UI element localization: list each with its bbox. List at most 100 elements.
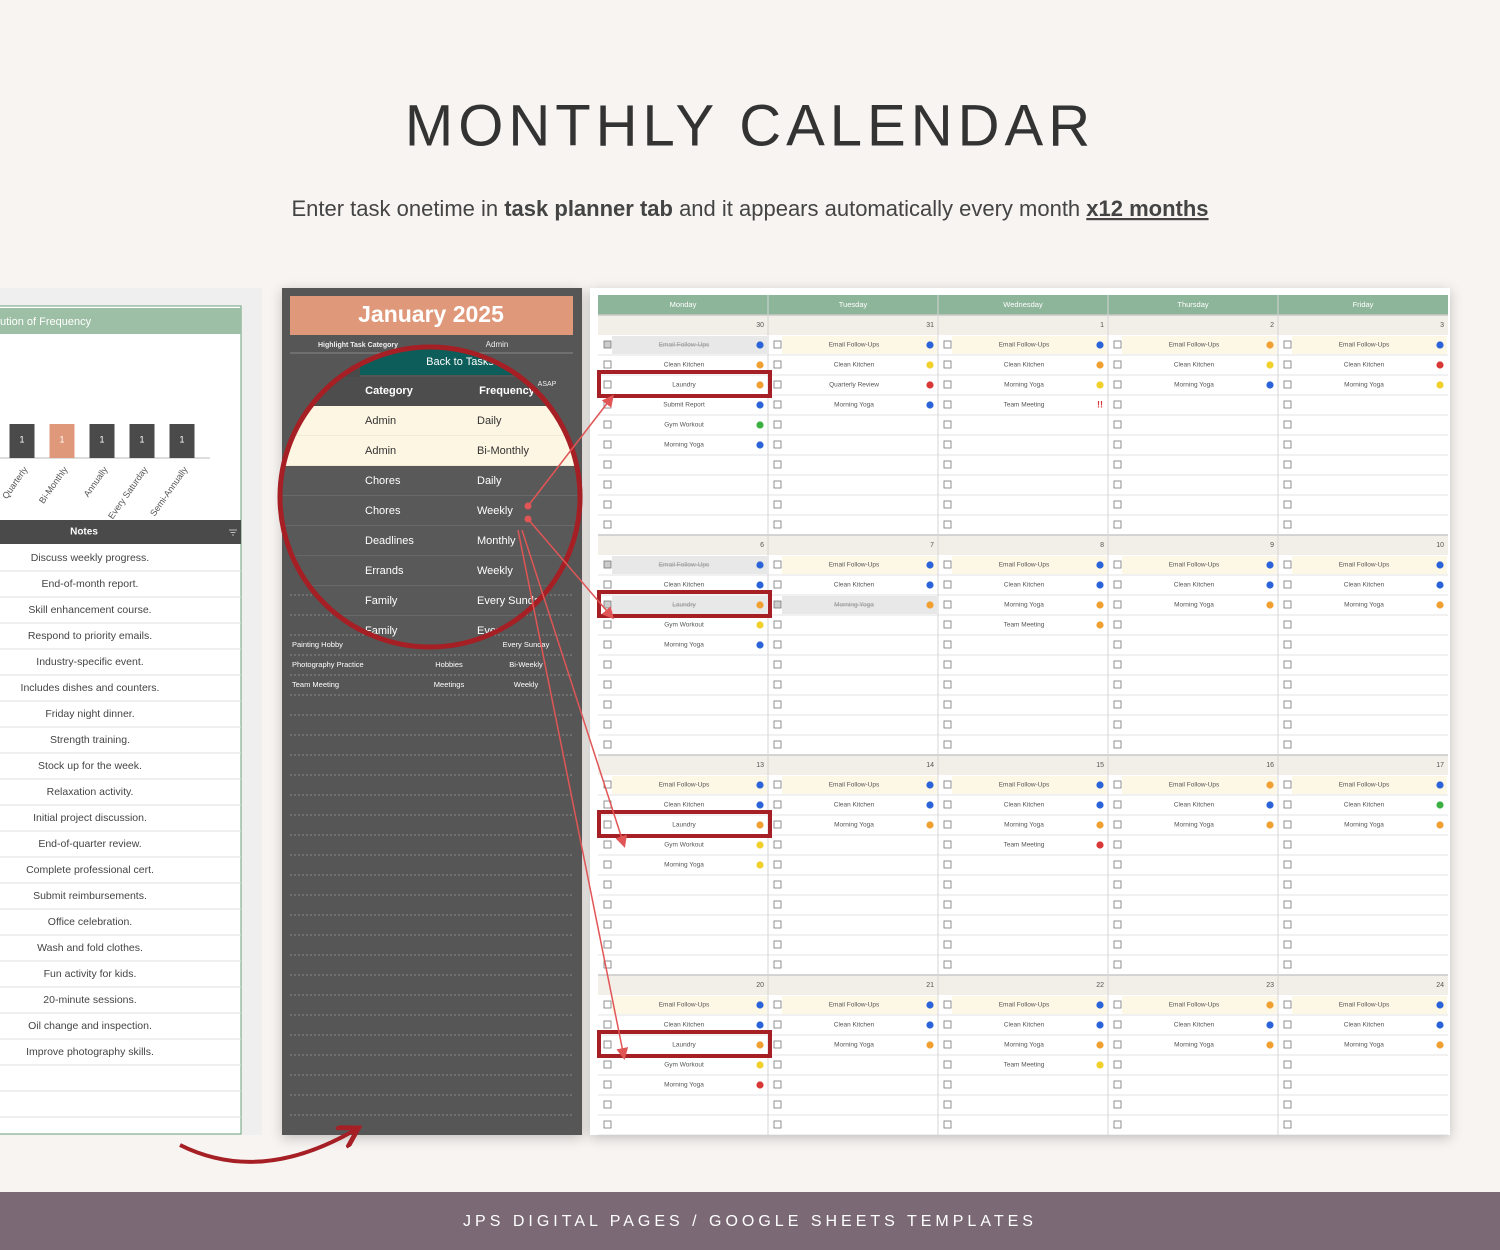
task-cell — [1292, 376, 1447, 394]
task-cell — [782, 396, 937, 414]
planner-title-box — [290, 296, 573, 335]
task-name: Clean Kitchen — [1344, 362, 1385, 369]
task-cell — [782, 596, 937, 614]
checkbox — [943, 840, 952, 849]
task-name: Clean Kitchen — [834, 802, 875, 809]
date-row — [598, 315, 1448, 335]
footer-bar — [0, 1192, 1500, 1250]
checkbox — [943, 520, 952, 529]
task-name: Email Follow-Ups — [1169, 562, 1220, 569]
task-cell — [952, 376, 1107, 394]
checkbox — [773, 660, 782, 669]
filter-label: Highlight Task Category — [318, 342, 398, 349]
note: Oil change and inspection. — [28, 1020, 152, 1032]
checkbox — [603, 940, 612, 949]
category-dot — [1266, 361, 1274, 369]
task-cell — [612, 776, 767, 794]
checkbox — [1113, 900, 1122, 909]
category-dot — [1096, 841, 1104, 849]
checkbox — [1283, 940, 1292, 949]
task-name: Gym Workout — [664, 622, 704, 629]
pointer-arrow — [527, 518, 614, 620]
task-cell — [612, 796, 767, 814]
task-cell — [952, 556, 1107, 574]
task-name: Team Meeting — [1004, 622, 1045, 629]
checkbox — [1113, 500, 1122, 509]
task-cell — [782, 1036, 937, 1054]
task-name: Clean Kitchen — [664, 1022, 705, 1029]
sheet — [0, 305, 242, 1135]
task-cell — [952, 996, 1107, 1014]
frequency-cell: Bi-Monthly — [477, 445, 529, 457]
category-dot — [1436, 361, 1444, 369]
task-name: Email Follow-Ups — [829, 1002, 880, 1009]
note: End-of-quarter review. — [38, 838, 141, 850]
note: Respond to priority emails. — [28, 630, 152, 642]
checkbox — [943, 560, 952, 569]
task-cell — [782, 996, 937, 1014]
checkbox — [943, 740, 952, 749]
table-row — [280, 526, 580, 556]
checkbox — [943, 1040, 952, 1049]
note: Submit reimbursements. — [33, 890, 147, 902]
date-row — [598, 535, 1448, 555]
subtitle-part: and it appears automatically every month — [673, 196, 1086, 221]
task-cell — [612, 336, 767, 354]
task-name: Submit Report — [663, 402, 705, 409]
task-cell — [1122, 816, 1277, 834]
category-dot — [1266, 821, 1274, 829]
task-cell — [612, 636, 767, 654]
checkbox — [1283, 800, 1292, 809]
checkbox — [603, 700, 612, 709]
chart-title-bar — [0, 308, 241, 334]
checkbox — [773, 1060, 782, 1069]
checkbox — [773, 780, 782, 789]
category-dot — [1266, 381, 1274, 389]
category-dot — [756, 401, 764, 409]
task-name: Morning Yoga — [1004, 822, 1044, 829]
checkbox — [943, 1080, 952, 1089]
task-name: Email Follow-Ups — [999, 342, 1050, 349]
task-cell — [1292, 556, 1447, 574]
checkbox — [1113, 720, 1122, 729]
checkbox — [1113, 800, 1122, 809]
date-row — [598, 975, 1448, 995]
category-dot — [1436, 1001, 1444, 1009]
task-name: Clean Kitchen — [664, 362, 705, 369]
checkbox — [1283, 880, 1292, 889]
checkbox — [773, 1100, 782, 1109]
task-cell — [1122, 556, 1277, 574]
checkbox — [943, 420, 952, 429]
task-cell — [612, 356, 767, 374]
pointer-arrow — [517, 529, 629, 1060]
checkbox — [943, 480, 952, 489]
checkbox — [1283, 1020, 1292, 1029]
chart-title: ution of Frequency — [0, 316, 92, 328]
checkbox — [1113, 1020, 1122, 1029]
day-header: Friday — [1353, 300, 1374, 309]
category-dot — [756, 621, 764, 629]
category-dot — [1436, 781, 1444, 789]
date-number: 24 — [1436, 982, 1444, 989]
checkbox — [943, 1120, 952, 1129]
category-dot — [1266, 781, 1274, 789]
task-cell — [952, 1036, 1107, 1054]
task-cell — [782, 816, 937, 834]
date-row — [598, 755, 1448, 775]
checkbox — [1283, 700, 1292, 709]
category-dot — [1096, 1001, 1104, 1009]
checkbox — [1283, 680, 1292, 689]
category-dot — [756, 841, 764, 849]
checkbox — [1113, 860, 1122, 869]
checkbox — [773, 640, 782, 649]
checkbox — [1113, 820, 1122, 829]
task-cell — [782, 576, 937, 594]
checkbox — [773, 680, 782, 689]
checkbox — [943, 700, 952, 709]
checkbox — [773, 500, 782, 509]
category-dot — [926, 381, 934, 389]
filter-value: Admin — [486, 340, 509, 349]
category-dot — [926, 781, 934, 789]
checkbox — [1283, 720, 1292, 729]
